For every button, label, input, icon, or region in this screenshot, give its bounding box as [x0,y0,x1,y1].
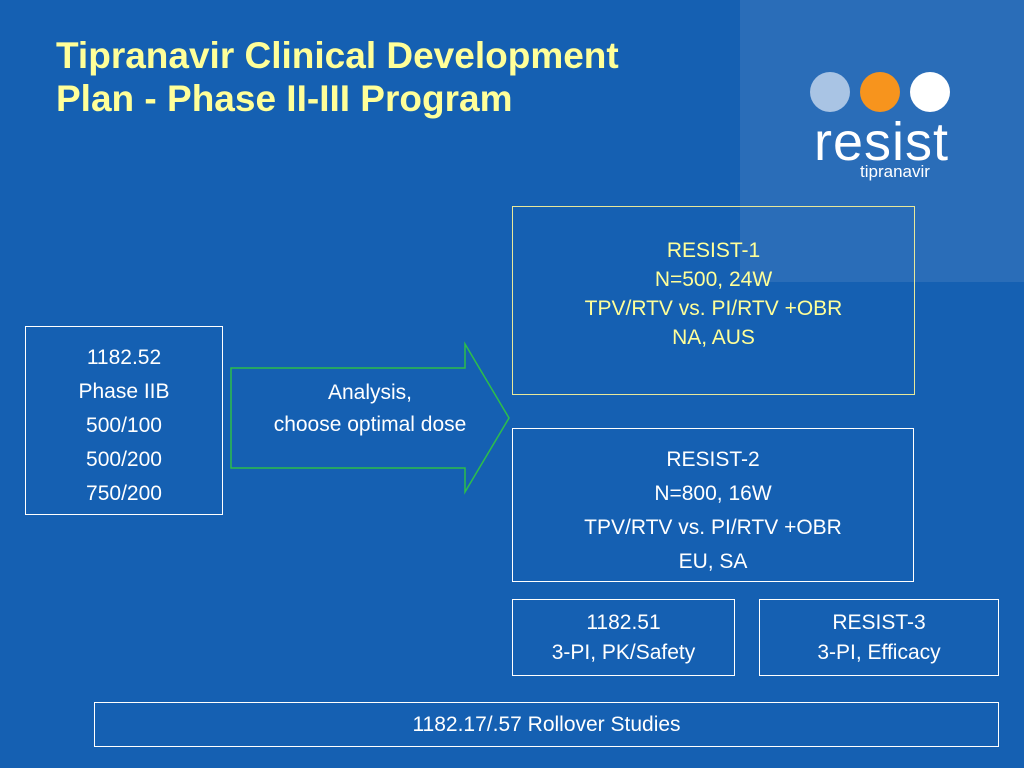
title-line-2: Plan - Phase II-III Program [56,78,513,119]
study51-line: 3-PI, PK/Safety [551,641,696,664]
resist1-line: N=500, 24W [654,268,773,291]
logo-panel-background [740,0,1024,282]
resist1-line: NA, AUS [672,326,755,349]
rollover-label: 1182.17/.57 Rollover Studies [412,713,681,736]
white-dot-icon [910,72,950,112]
phase2b-line: 1182.52 [86,346,162,369]
phase2b-line: 500/200 [86,448,162,471]
light-blue-dot-icon [810,72,850,112]
arrow-label-line-2: choose optimal dose [273,413,467,436]
study51-line: 1182.51 [586,611,661,634]
logo-wordmark: resist [814,112,950,172]
arrow-label: Analysis, choose optimal dose [232,377,508,441]
resist3-line: 3-PI, Efficacy [817,641,941,664]
arrow-shape [230,341,510,495]
resist-3-box: RESIST-3 3-PI, Efficacy [759,599,999,676]
resist1-line: RESIST-1 [666,239,761,262]
phase2b-line: 750/200 [86,482,162,505]
rollover-studies-box: 1182.17/.57 Rollover Studies [94,702,999,747]
resist2-line: RESIST-2 [666,448,760,471]
resist1-line: TPV/RTV vs. PI/RTV +OBR [584,297,843,320]
phase-iib-study-box: 1182.52 Phase IIB 500/100 500/200 750/20… [25,326,223,515]
resist-2-box: RESIST-2 N=800, 16W TPV/RTV vs. PI/RTV +… [512,428,914,582]
orange-dot-icon [860,72,900,112]
resist2-line: EU, SA [678,550,748,573]
resist2-line: TPV/RTV vs. PI/RTV +OBR [584,516,842,539]
resist-logo: resist tipranavir [808,70,968,190]
study-1182-51-box: 1182.51 3-PI, PK/Safety [512,599,735,676]
slide-title: Tipranavir Clinical Development Plan - P… [56,34,756,120]
resist3-line: RESIST-3 [832,611,926,634]
title-line-1: Tipranavir Clinical Development [56,35,619,76]
phase2b-line: Phase IIB [78,380,170,403]
analysis-arrow [230,341,510,495]
resist2-line: N=800, 16W [654,482,772,505]
phase2b-line: 500/100 [86,414,162,437]
resist-1-box: RESIST-1 N=500, 24W TPV/RTV vs. PI/RTV +… [512,206,915,395]
arrow-label-line-1: Analysis, [327,381,413,404]
logo-subtitle: tipranavir [860,162,930,181]
